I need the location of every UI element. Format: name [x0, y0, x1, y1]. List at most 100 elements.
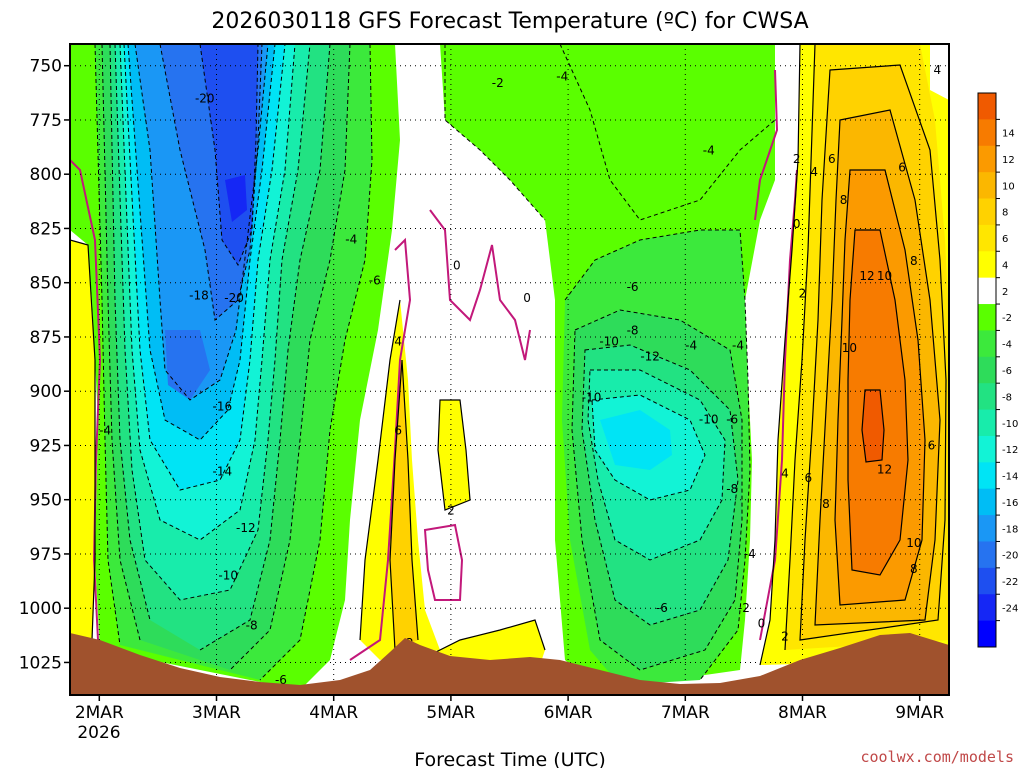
- colorbar-label: -20: [1002, 551, 1018, 562]
- colorbar-label: 2: [1002, 287, 1008, 298]
- colorbar-label: -2: [1002, 313, 1012, 324]
- colorbar-swatch: [978, 198, 996, 226]
- x-axis: 2MAR 3MAR 4MAR 5MAR 6MAR 7MAR 8MAR 9MAR: [75, 695, 944, 723]
- terrain: [70, 633, 949, 695]
- contour-minus4-center: [229, 44, 351, 671]
- colorbar-swatch: [978, 515, 996, 542]
- colorbar-swatch: [978, 172, 996, 200]
- y-tick-label: 975: [30, 545, 62, 565]
- band-cyan-14-mid: [600, 410, 672, 470]
- colorbar-label: -6: [1002, 366, 1012, 377]
- contour-minus22-left: [199, 44, 259, 267]
- contour-label: -10: [582, 391, 602, 405]
- contour-label: 10: [877, 269, 892, 283]
- contour-label: -6: [726, 412, 738, 426]
- x-tick-label: 5MAR: [426, 703, 475, 723]
- contour-label: 10: [906, 536, 921, 550]
- x-tick-label: 3MAR: [192, 703, 241, 723]
- colorbar-label: -18: [1002, 524, 1018, 535]
- plot-area: -20-18-20-16-14-12-10-8-6-4-4-6462200-2-…: [70, 44, 949, 695]
- contour-label: 2: [447, 504, 455, 518]
- contour-label: 8: [910, 562, 918, 576]
- colorbar: 14 12 10 8 6 4 2 -2 -4 -6 -8 -10 -12 -14 -16 -18 -20 -22 -…: [977, 92, 1018, 648]
- colorbar-label: -12: [1002, 445, 1018, 456]
- contour-label: -2: [738, 601, 750, 615]
- contour-minus10-left: [114, 44, 311, 601]
- band-red-14: [862, 390, 884, 462]
- colorbar-frame: [977, 92, 997, 648]
- band-yellow-low: [420, 620, 545, 665]
- contour-4-mid: [389, 359, 403, 651]
- contour-label: -4: [744, 547, 756, 561]
- colorbar-swatch: [978, 356, 996, 384]
- band-blue-24: [225, 175, 247, 222]
- x-tick-label: 2MAR: [75, 703, 124, 723]
- y-tick-label: 775: [30, 111, 62, 131]
- contour-minus2-center: [259, 44, 373, 681]
- colorbar-swatch: [978, 145, 996, 173]
- colorbar-label: 12: [1002, 155, 1015, 166]
- y-tick-label: 750: [30, 57, 62, 77]
- colorbar-swatch: [978, 119, 996, 147]
- contour-12-right: [847, 229, 909, 576]
- contour-minus6-center: [199, 44, 331, 651]
- contour-minus12-left: [119, 44, 296, 541]
- colorbar-swatch: [978, 251, 996, 279]
- contour-label: -18: [189, 289, 209, 303]
- contour-label: 12: [877, 462, 892, 476]
- contour-6-mid: [401, 359, 419, 641]
- colorbar-swatch: [978, 93, 996, 120]
- colorbar-swatch: [978, 304, 996, 331]
- contour-minus18-left: [134, 44, 269, 401]
- colorbar-label: -16: [1002, 498, 1018, 509]
- contour-label: 8: [840, 193, 848, 207]
- contour-label: 6: [928, 438, 936, 452]
- y-tick-label: 825: [30, 219, 62, 239]
- contour-minus16-left: [127, 44, 276, 441]
- contour-label: -10: [599, 334, 619, 348]
- contour-minus4-upper: [559, 44, 776, 221]
- contour-label: -4: [556, 70, 568, 84]
- contour-label: -10: [218, 569, 238, 583]
- contour-label: 6: [805, 471, 813, 485]
- contour-label: -4: [345, 232, 357, 246]
- contour-label: -16: [213, 399, 233, 413]
- colorbar-label: 8: [1002, 208, 1008, 219]
- contour-label: 8: [822, 497, 830, 511]
- contour-label: 8: [910, 254, 918, 268]
- contour-label: 4: [933, 63, 941, 77]
- contour-label: 2: [781, 629, 789, 643]
- colorbar-label: -22: [1002, 577, 1018, 588]
- colorbar-swatch: [978, 224, 996, 252]
- contour-minus20-left: [159, 44, 263, 321]
- contour-label: -8: [726, 482, 738, 496]
- y-tick-label: 950: [30, 491, 62, 511]
- contour-label: 4: [810, 165, 818, 179]
- colorbar-swatch: [978, 462, 996, 490]
- credit-text: coolwx.com/models: [860, 748, 1014, 766]
- contour-label: -12: [640, 349, 660, 363]
- band-yellow-left: [70, 240, 95, 640]
- contour-label: -4: [99, 423, 111, 437]
- freeze-line-top: [754, 69, 779, 221]
- plot-frame: [69, 43, 950, 696]
- contour-minus12-right: [591, 394, 706, 501]
- contour-minus8-left: [109, 44, 151, 621]
- contour-minus2-upper: [444, 44, 546, 221]
- colorbar-label: -24: [1002, 603, 1018, 614]
- contour-6-right: [799, 64, 947, 641]
- colorbar-swatch: [978, 594, 996, 622]
- y-tick-label: 1025: [19, 653, 62, 673]
- colorbar-swatch: [978, 541, 996, 569]
- contour-label: 0: [453, 258, 461, 272]
- colorbar-label: 4: [1002, 260, 1008, 271]
- contour-label: -8: [627, 323, 639, 337]
- contour-4-right: [784, 44, 816, 651]
- colorbar-swatch: [978, 383, 996, 411]
- colorbar-label: -4: [1002, 340, 1012, 351]
- colorbar-swatch: [978, 409, 996, 437]
- x-tick-label: 9MAR: [895, 703, 944, 723]
- colorbar-swatch: [978, 435, 996, 463]
- contour-minus14-left: [123, 44, 286, 491]
